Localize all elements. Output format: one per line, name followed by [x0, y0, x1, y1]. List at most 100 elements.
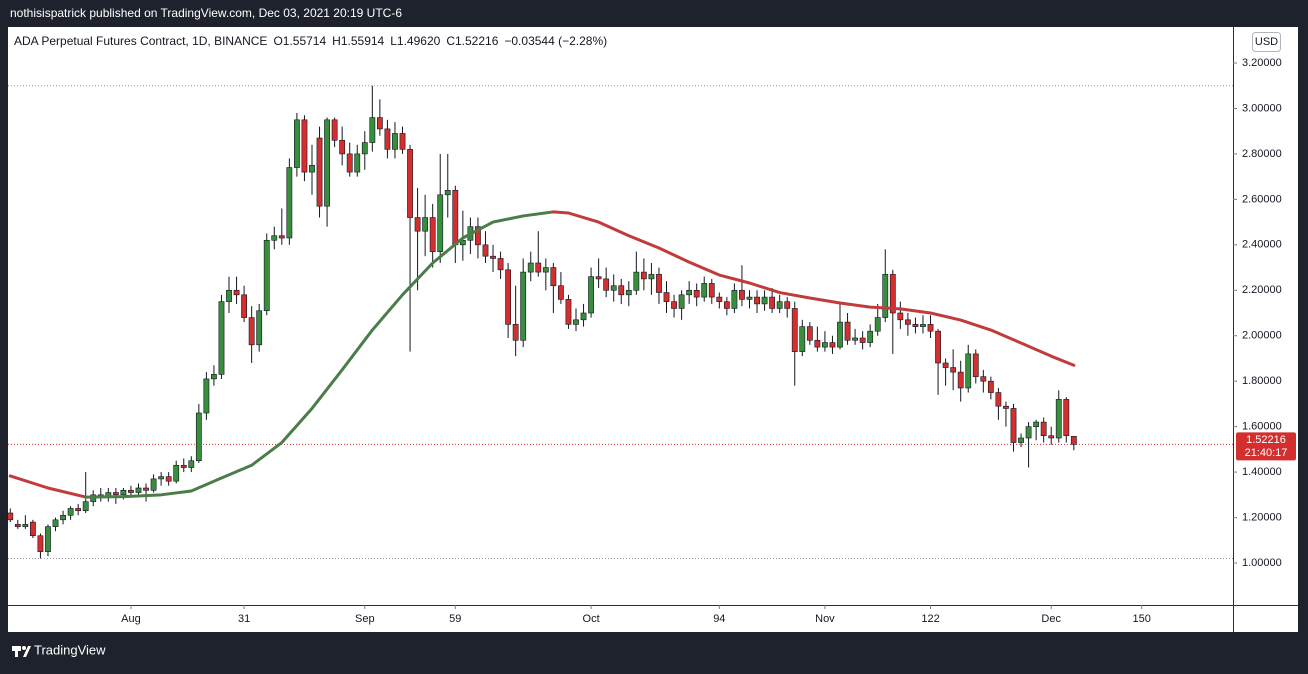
candle-body — [158, 476, 165, 480]
candle-body — [444, 189, 451, 196]
candle-body — [60, 514, 66, 521]
legend-key: O — [273, 34, 282, 48]
x-tick-label: Sep — [355, 613, 375, 625]
legend-change: −0.03544 (−2.28%) — [504, 34, 607, 48]
candle-body — [656, 274, 662, 293]
candle-body — [912, 324, 919, 327]
candle-body — [942, 362, 949, 368]
candle-body — [67, 508, 74, 516]
candle-body — [806, 326, 813, 341]
candle-body — [150, 478, 157, 491]
candle-body — [248, 317, 255, 346]
candle-body — [422, 217, 429, 232]
y-tick-label: 1.00000 — [1242, 557, 1282, 569]
candle-body — [1063, 399, 1070, 437]
candle-body — [701, 283, 708, 298]
candle-body — [459, 239, 466, 246]
candle-body — [610, 285, 617, 291]
candle-body — [588, 276, 594, 314]
candle-body — [316, 137, 323, 207]
candle-body — [203, 378, 210, 414]
candle-body — [384, 128, 391, 150]
brand: TradingView — [34, 642, 106, 657]
candle-body — [867, 330, 874, 343]
plot: 1.00000 1.20000 1.40000 1.60000 1.80000 2.000… — [7, 57, 1296, 625]
candle-body — [226, 289, 232, 302]
candle-body — [324, 119, 330, 207]
candle-body — [392, 133, 398, 150]
candle-body — [263, 239, 270, 312]
candle-body — [625, 289, 632, 296]
chart-area — [8, 27, 1298, 632]
y-tick-label: 3.00000 — [1242, 102, 1282, 114]
candle-body — [573, 319, 579, 325]
legend-value: 1.52216 — [455, 34, 499, 48]
moving-average — [551, 210, 1076, 367]
candle-body — [1040, 421, 1047, 437]
candle-body — [7, 512, 14, 521]
candle-body — [1055, 399, 1062, 439]
countdown: 21:40:17 — [1245, 447, 1288, 459]
x-tick-label: 150 — [1133, 613, 1151, 625]
y-tick-label: 2.80000 — [1242, 148, 1282, 160]
currency-button[interactable] — [1252, 32, 1281, 52]
candle-body — [889, 274, 896, 314]
candle-body — [799, 326, 806, 352]
candle-body — [995, 392, 1002, 407]
candle-body — [271, 235, 278, 241]
candle-body — [22, 524, 29, 527]
candle-body — [128, 489, 134, 493]
candle-body — [980, 376, 987, 382]
y-tick-label: 1.40000 — [1242, 466, 1282, 478]
candle-body — [1010, 408, 1017, 443]
candle-body — [278, 235, 285, 239]
candle-body — [437, 194, 444, 252]
candle-body — [294, 119, 300, 168]
candle-body — [640, 271, 647, 280]
candle-body — [309, 164, 315, 173]
candle-body — [1018, 437, 1024, 443]
y-tick-label: 2.00000 — [1242, 330, 1282, 342]
candle-body — [904, 319, 911, 325]
x-tick-label: Nov — [815, 613, 835, 625]
legend-symbol: ADA Perpetual Futures Contract, 1D, BINA… — [14, 34, 267, 48]
candle-body — [512, 324, 519, 341]
candle-body — [1033, 421, 1040, 427]
x-tick-label: 122 — [921, 613, 939, 625]
candle-body — [52, 519, 59, 527]
candle-body — [497, 258, 504, 271]
candle-body — [241, 294, 247, 318]
candle-body — [354, 153, 361, 173]
candle-body — [112, 492, 119, 496]
candle-body — [648, 274, 655, 280]
candle-body — [565, 299, 572, 325]
candle-body — [633, 271, 640, 291]
candle-body — [527, 262, 534, 273]
candle-body — [475, 226, 481, 246]
candle-body — [927, 324, 934, 332]
candle-body — [1025, 426, 1032, 439]
candle-body — [671, 301, 677, 309]
candle-body — [37, 535, 44, 552]
legend: ADA Perpetual Futures Contract, 1D, BINA… — [14, 34, 607, 48]
candle-body — [45, 526, 51, 552]
candle-body — [414, 217, 421, 232]
candle-body — [987, 380, 994, 393]
candle-body — [218, 301, 225, 375]
y-tick-label: 1.60000 — [1242, 421, 1282, 433]
legend-value: 1.49620 — [397, 34, 441, 48]
candle-body — [859, 337, 866, 343]
candle-body — [678, 294, 685, 309]
legend-key: C — [446, 34, 455, 48]
candle-body — [143, 487, 149, 491]
x-tick-label: 59 — [449, 613, 461, 625]
moving-average — [84, 210, 555, 499]
x-tick-label: 31 — [238, 613, 250, 625]
candle-body — [535, 262, 542, 273]
moving-average — [8, 474, 88, 499]
candle-body — [950, 367, 957, 373]
brand-logo — [12, 646, 31, 657]
candle-body — [723, 301, 730, 309]
candle-body — [693, 289, 700, 298]
